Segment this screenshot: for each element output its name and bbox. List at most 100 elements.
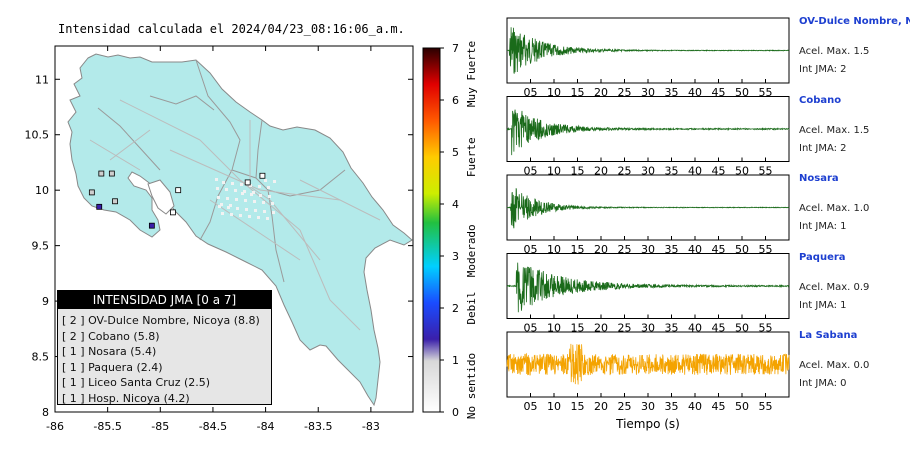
road: [299, 179, 381, 221]
road: [119, 99, 201, 141]
waveform-x-tick-label: 10: [547, 86, 561, 99]
legend-item-name: Cobano (5.8): [88, 329, 160, 343]
city-dot: [257, 216, 260, 219]
map-x-tick-label: -85: [151, 420, 169, 433]
waveform-x-axis-label: Tiempo (s): [615, 417, 680, 431]
intensity-legend: INTENSIDAD JMA [0 a 7] [ 2 ] OV-Dulce No…: [57, 290, 272, 405]
station-marker: [88, 189, 95, 196]
waveform-x-tick-label: 35: [665, 243, 679, 256]
intensity-map: -86 -85.5 -85 -84.5 -84 -83.5 -83 1110.5109.59…: [25, 41, 479, 433]
station-marker: [112, 198, 118, 205]
station-marker: [170, 209, 176, 216]
station-name: La Sabana: [799, 330, 858, 341]
station-markers: [88, 170, 266, 229]
road: [209, 199, 301, 261]
waveform-x-tick-label: 10: [547, 165, 561, 178]
city-dot: [216, 187, 219, 190]
map-title: Intensidad calculada el 2024/04/23_08:16…: [58, 22, 405, 36]
legend-item: [ 1 ] Nosara (5.4): [62, 345, 271, 361]
waveform-panel: 05 10 15 20 25 30 35 40 45 50 55: [506, 17, 790, 99]
waveform-x-tick-label: 10: [547, 322, 561, 335]
waveform-x-tick-label: 25: [618, 400, 632, 413]
city-dot: [250, 193, 253, 196]
waveform-x-tick-label: 40: [688, 322, 702, 335]
city-dot: [262, 201, 265, 204]
city-dot: [239, 214, 242, 217]
waveform-x-tick-label: 35: [665, 322, 679, 335]
city-dot: [226, 197, 229, 200]
waveform-x-tick-label: 50: [735, 400, 749, 413]
legend-item-level: [ 1 ]: [62, 360, 89, 374]
waveform-x-tick-label: 30: [641, 243, 655, 256]
station-marker: [98, 170, 105, 177]
city-dot: [273, 180, 276, 183]
city-dot: [215, 178, 218, 181]
costa-rica-land: [67, 53, 413, 407]
station-name: Nosara: [799, 173, 839, 184]
waveform-x-tick-label: 50: [735, 86, 749, 99]
colorbar-tick-label: 4: [452, 198, 459, 211]
city-dot: [230, 213, 233, 216]
waveform-x-tick-label: 55: [759, 86, 773, 99]
station-jma-intensity: Int JMA: 1: [799, 299, 847, 311]
station-jma-intensity: Int JMA: 1: [799, 221, 847, 232]
legend-item-level: [ 1 ]: [62, 391, 89, 405]
city-dot: [217, 196, 220, 199]
city-dot: [231, 182, 234, 185]
waveform-x-tick-label: 35: [665, 165, 679, 178]
city-dot: [244, 199, 247, 202]
city-dot: [268, 195, 271, 198]
city-dot: [241, 192, 244, 195]
legend-list: [ 2 ] OV-Dulce Nombre, Nicoya (8.8)[ 2 ]…: [62, 314, 271, 407]
map-y-axis: 11 10.5 10 9.5 9 8.5 8: [25, 73, 413, 419]
city-dot: [263, 210, 266, 213]
city-dot: [236, 207, 239, 210]
city-dot: [225, 188, 228, 191]
road: [329, 299, 361, 331]
colorbar-tick-label: 0: [452, 406, 459, 419]
station-max-accel: Acel. Max. 1.0: [799, 203, 870, 214]
waveform-trace: [506, 109, 790, 156]
waveform-x-tick-label: 15: [571, 243, 585, 256]
city-dot: [253, 200, 256, 203]
station-max-accel: Acel. Max. 1.5: [799, 46, 870, 57]
waveform-x-tick-label: 15: [571, 322, 585, 335]
waveform-trace: [506, 188, 790, 229]
waveform-x-tick-label: 45: [712, 322, 726, 335]
map-y-tick-label: 10.5: [25, 129, 50, 142]
waveform-x-tick-label: 20: [594, 165, 608, 178]
colorbar-ticks: 0 1 2 3 4 5 6 7: [440, 42, 459, 419]
waveform-x-tick-label: 45: [712, 165, 726, 178]
city-dot: [222, 181, 225, 184]
waveform-x-tick-label: 20: [594, 322, 608, 335]
city-dot: [264, 179, 267, 182]
legend-item: [ 2 ] Cobano (5.8): [62, 330, 271, 346]
city-dot: [248, 215, 251, 218]
gulf-nicoya: [147, 179, 175, 215]
legend-item-level: [ 2 ]: [62, 314, 89, 327]
waveform-x-tick-label: 30: [641, 165, 655, 178]
legend-item-level: [ 2 ]: [62, 329, 89, 343]
map-y-tick-label: 8: [42, 406, 49, 419]
legend-item-level: [ 1 ]: [62, 345, 89, 358]
colorbar-tick-label: 2: [452, 302, 459, 315]
road: [239, 179, 301, 231]
waveform-x-tick-label: 05: [524, 322, 538, 335]
station-marker: [175, 187, 182, 194]
station-max-accel: Acel. Max. 0.0: [799, 360, 870, 371]
waveform-x-tick-label: 40: [688, 243, 702, 256]
city-dot: [259, 194, 262, 197]
station-marker: [244, 179, 251, 186]
waveform-x-tick-label: 55: [759, 165, 773, 178]
station-jma-intensity: Int JMA: 2: [799, 64, 847, 75]
map-x-tick-label: -86: [46, 420, 64, 433]
waveform-x-tick-label: 50: [735, 165, 749, 178]
city-dot: [272, 211, 275, 214]
waveform-x-tick-label: 05: [524, 86, 538, 99]
waveform-x-tick-label: 25: [618, 86, 632, 99]
city-dot: [220, 203, 223, 206]
legend-title: INTENSIDAD JMA [0 a 7]: [58, 291, 271, 309]
waveform-trace: [506, 262, 790, 313]
waveform-x-tick-label: 25: [618, 243, 632, 256]
colorbar-tick-label: 7: [452, 42, 459, 55]
